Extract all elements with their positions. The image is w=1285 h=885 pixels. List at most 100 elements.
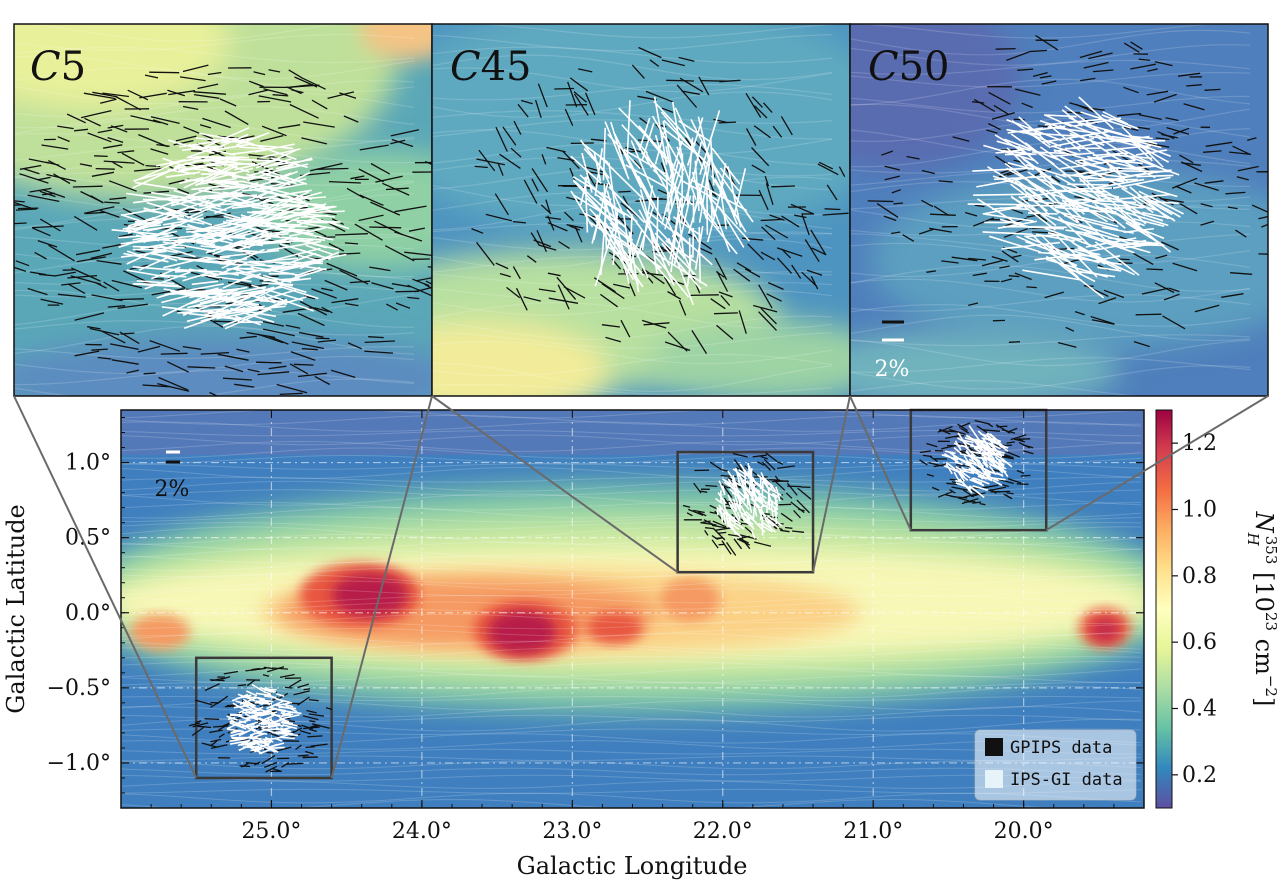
ipsgi-vector (598, 154, 643, 199)
gpips-vector (777, 465, 795, 470)
ipsgi-vector (146, 201, 188, 216)
ipsgi-vector (232, 210, 290, 233)
ipsgi-vector (1089, 171, 1122, 178)
gpips-vector (266, 751, 274, 754)
gpips-vector (768, 282, 784, 290)
gpips-vector (988, 122, 1001, 131)
ipsgi-vector (252, 739, 261, 743)
gpips-vector (324, 279, 348, 291)
gpips-vector (237, 684, 247, 687)
ipsgi-vector (1052, 258, 1105, 299)
gpips-vector (1021, 102, 1033, 109)
gpips-vector (537, 83, 548, 108)
ipsgi-vector (184, 179, 239, 184)
gpips-vector (937, 491, 953, 498)
streamline (121, 622, 1142, 630)
legend-swatch-ipsgi (985, 770, 1003, 788)
gpips-vector (1237, 165, 1259, 172)
ipsgi-vector (671, 176, 694, 238)
gpips-vector (704, 527, 714, 530)
streamline (121, 685, 1142, 699)
gpips-vector (747, 243, 764, 261)
streamline (432, 54, 833, 81)
gpips-vector (541, 154, 547, 165)
ipsgi-vector (247, 211, 282, 217)
ipsgi-vector (582, 142, 609, 164)
gpips-vector (1000, 278, 1013, 283)
ipsgi-vector (1101, 114, 1139, 130)
gpips-vector (289, 103, 319, 119)
streamline (432, 353, 833, 377)
gpips-vector (310, 162, 343, 172)
gpips-vector (1230, 272, 1253, 275)
ipsgi-vector (266, 235, 326, 241)
gpips-vector (1041, 80, 1057, 85)
ipsgi-vector (723, 498, 727, 511)
ipsgi-vector (674, 107, 704, 170)
gpips-vector (1194, 304, 1220, 313)
streamline (850, 29, 1251, 56)
ipsgi-vector (243, 735, 254, 740)
gpips-vector (262, 328, 295, 337)
gpips-vector (724, 500, 735, 503)
ipsgi-vector (573, 194, 625, 227)
gpips-vector (253, 71, 266, 76)
ipsgi-vector (1076, 231, 1135, 254)
gpips-vector (1092, 69, 1114, 73)
gpips-vector (784, 526, 793, 529)
ipsgi-vector (271, 247, 321, 262)
gpips-vector (385, 303, 399, 311)
gpips-vector (331, 298, 359, 304)
gpips-vector (891, 231, 901, 235)
ipsgi-vector (236, 714, 251, 722)
gpips-vector (471, 227, 484, 234)
ipsgi-vector (770, 506, 774, 518)
ipsgi-vector (745, 510, 755, 520)
gpips-vector (494, 193, 509, 216)
streamline (121, 522, 1142, 531)
gpips-vector (1010, 434, 1027, 441)
gpips-vector (718, 543, 725, 546)
ipsgi-vector (653, 96, 668, 165)
gpips-vector (245, 668, 262, 672)
ipsgi-vector (570, 190, 594, 228)
gpips-vector (157, 382, 190, 392)
ipsgi-vector (276, 693, 285, 697)
gpips-vector (613, 283, 631, 289)
gpips-vector (682, 504, 691, 508)
ipsgi-vector (773, 493, 779, 511)
gpips-vector (66, 113, 86, 124)
ipsgi-vector (669, 140, 683, 180)
gpips-vector (557, 156, 576, 162)
x-tick-label: 23.0° (542, 819, 602, 844)
streamline (121, 798, 1062, 808)
ipsgi-vector (244, 237, 272, 247)
ipsgi-vector (736, 494, 743, 505)
gpips-vector (1022, 444, 1034, 449)
ipsgi-vector (1003, 225, 1067, 229)
ipsgi-vector (222, 305, 277, 327)
gpips-vector (1123, 42, 1140, 53)
ipsgi-vector (186, 146, 216, 159)
gpips-vector (135, 250, 147, 255)
gpips-vector (211, 677, 224, 682)
colorbar-label-unit-a: [10 (1250, 564, 1278, 612)
streamline (850, 78, 1251, 106)
ipsgi-vector (120, 213, 152, 226)
streamline (121, 647, 1142, 658)
connector-line (431, 395, 679, 574)
ipsgi-vector (1061, 109, 1083, 127)
ipsgi-vector (775, 486, 781, 502)
gpips-vector (938, 180, 953, 183)
gpips-vector (57, 136, 70, 143)
ipsgi-vector (275, 261, 327, 271)
gpips-vector (321, 287, 333, 292)
ipsgi-vector (990, 440, 1009, 449)
streamline (14, 345, 415, 360)
gpips-vector (115, 95, 142, 111)
gpips-vector (311, 99, 328, 110)
region-box-c45 (676, 450, 815, 574)
ipsgi-vector (1066, 166, 1121, 177)
ipsgi-vector (1083, 232, 1125, 248)
x-tick-label: 25.0° (241, 819, 301, 844)
